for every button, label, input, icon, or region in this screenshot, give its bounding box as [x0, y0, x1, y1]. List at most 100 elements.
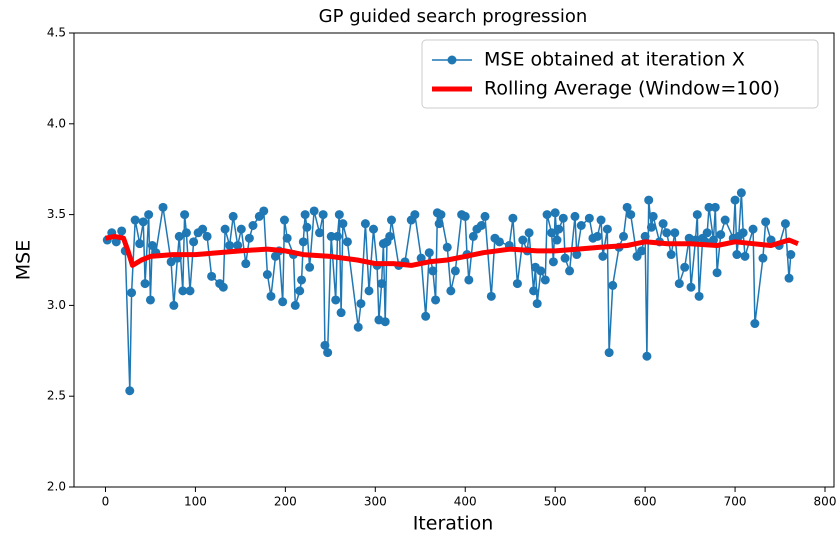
data-point — [377, 279, 387, 289]
data-point — [185, 286, 195, 296]
legend-label: Rolling Average (Window=100) — [484, 78, 780, 100]
data-point — [424, 248, 434, 258]
data-point — [259, 206, 269, 216]
data-point — [334, 210, 344, 220]
data-point — [598, 251, 608, 261]
data-point — [529, 286, 539, 296]
data-point — [486, 291, 496, 301]
data-point — [712, 268, 722, 278]
plot-area — [102, 188, 799, 396]
data-point — [704, 202, 714, 212]
x-axis-label: Iteration — [413, 513, 494, 535]
data-point — [236, 224, 246, 234]
data-point — [300, 210, 310, 220]
data-point — [248, 220, 258, 230]
data-point — [225, 240, 235, 250]
data-point — [758, 253, 768, 263]
x-tick-label: 800 — [814, 495, 837, 509]
y-tick-label: 2.5 — [47, 389, 66, 403]
data-point — [125, 386, 135, 396]
data-point — [694, 291, 704, 301]
data-point — [360, 219, 370, 229]
data-point — [135, 239, 145, 249]
x-tick-label: 0 — [102, 495, 110, 509]
data-point — [442, 242, 452, 252]
data-point — [436, 210, 446, 220]
data-point — [710, 202, 720, 212]
data-point — [290, 300, 300, 310]
data-point — [536, 266, 546, 276]
data-point — [336, 308, 346, 318]
data-point — [584, 213, 594, 223]
data-point — [295, 286, 305, 296]
data-point — [244, 233, 254, 243]
data-point — [380, 317, 390, 327]
x-tick-label: 200 — [274, 495, 297, 509]
data-point — [524, 228, 534, 238]
chart-title: GP guided search progression — [319, 6, 588, 27]
data-point — [421, 311, 431, 321]
data-point — [369, 224, 379, 234]
data-point — [512, 279, 522, 289]
data-point — [476, 220, 486, 230]
data-point — [207, 271, 217, 281]
data-point — [326, 231, 336, 241]
data-point — [385, 231, 395, 241]
data-point — [547, 228, 557, 238]
data-point — [158, 202, 168, 212]
data-point — [622, 202, 632, 212]
data-point — [608, 280, 618, 290]
x-tick-label: 600 — [634, 495, 657, 509]
data-point — [596, 215, 606, 225]
data-point — [648, 211, 658, 221]
data-point — [702, 228, 712, 238]
data-point — [147, 240, 157, 250]
data-point — [692, 210, 702, 220]
data-point — [644, 195, 654, 205]
y-tick-label: 3.5 — [47, 207, 66, 221]
data-point — [640, 231, 650, 241]
data-point — [181, 228, 191, 238]
data-point — [333, 231, 343, 241]
data-point — [130, 215, 140, 225]
data-point — [302, 222, 312, 232]
data-point — [626, 210, 636, 220]
data-point — [364, 286, 374, 296]
data-point — [619, 231, 629, 241]
data-point — [140, 279, 150, 289]
data-point — [202, 231, 212, 241]
data-point — [738, 228, 748, 238]
data-point — [670, 228, 680, 238]
data-point — [174, 231, 184, 241]
data-point — [342, 237, 352, 247]
data-point — [662, 228, 672, 238]
data-point — [666, 250, 676, 260]
data-point — [220, 224, 230, 234]
data-point — [279, 215, 289, 225]
data-point — [431, 295, 441, 305]
data-point — [298, 237, 308, 247]
data-point — [338, 219, 348, 229]
data-point — [138, 217, 148, 227]
data-point — [570, 211, 580, 221]
data-point — [786, 250, 796, 260]
data-point — [658, 219, 668, 229]
data-point — [550, 208, 560, 218]
data-point — [117, 226, 127, 236]
data-point — [464, 275, 474, 285]
legend-label: MSE obtained at iteration X — [484, 49, 745, 71]
data-point — [144, 210, 154, 220]
y-axis-label: MSE — [13, 240, 35, 280]
x-tick-label: 300 — [364, 495, 387, 509]
data-point — [680, 262, 690, 272]
data-point — [720, 215, 730, 225]
data-point — [637, 246, 647, 256]
data-point — [565, 266, 575, 276]
legend-box — [421, 39, 819, 109]
data-point — [266, 291, 276, 301]
data-point — [428, 266, 438, 276]
y-tick-label: 4.0 — [47, 116, 66, 130]
data-point — [508, 213, 518, 223]
